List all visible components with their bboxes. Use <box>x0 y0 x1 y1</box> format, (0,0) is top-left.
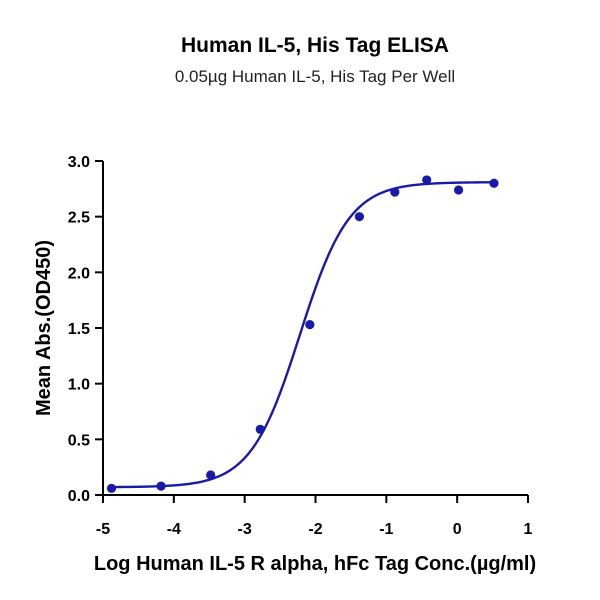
chart-title: Human IL-5, His Tag ELISA <box>181 34 449 57</box>
x-tick-label: -1 <box>379 521 393 538</box>
data-point <box>156 481 166 491</box>
data-point <box>453 185 464 195</box>
y-tick-label: 0.5 <box>68 432 90 449</box>
data-point <box>206 470 216 480</box>
x-axis-label: Log Human IL-5 R alpha, hFc Tag Conc.(µg… <box>94 553 536 575</box>
data-point <box>305 320 315 330</box>
y-tick-label: 1.0 <box>68 377 90 394</box>
y-tick-label: 1.5 <box>68 321 90 338</box>
fit-curve <box>111 181 495 489</box>
data-point <box>106 483 117 493</box>
x-tick-label: 1 <box>524 521 533 538</box>
y-tick-label: 0.0 <box>68 488 90 505</box>
x-tick-label: -3 <box>238 521 252 538</box>
data-point <box>354 212 365 222</box>
data-point <box>255 424 265 434</box>
x-tick-label: -4 <box>167 521 181 538</box>
chart-subtitle: 0.05µg Human IL-5, His Tag Per Well <box>175 67 455 86</box>
y-tick-label: 2.5 <box>68 210 90 227</box>
x-tick-label: -5 <box>96 521 110 538</box>
y-tick-label: 2.0 <box>68 265 90 282</box>
data-point <box>390 187 400 197</box>
data-point <box>489 178 499 188</box>
plot-area: -5 -4 -3 -2 -1 0 1 0.0 0.5 1.0 1.5 2.0 2.5 3.0 <box>68 154 533 538</box>
x-tick-label: -2 <box>308 521 322 538</box>
x-tick-label: 0 <box>453 521 462 538</box>
data-point <box>422 175 432 185</box>
y-axis-label: Mean Abs.(OD450) <box>33 240 55 416</box>
y-tick-label: 3.0 <box>68 154 90 171</box>
